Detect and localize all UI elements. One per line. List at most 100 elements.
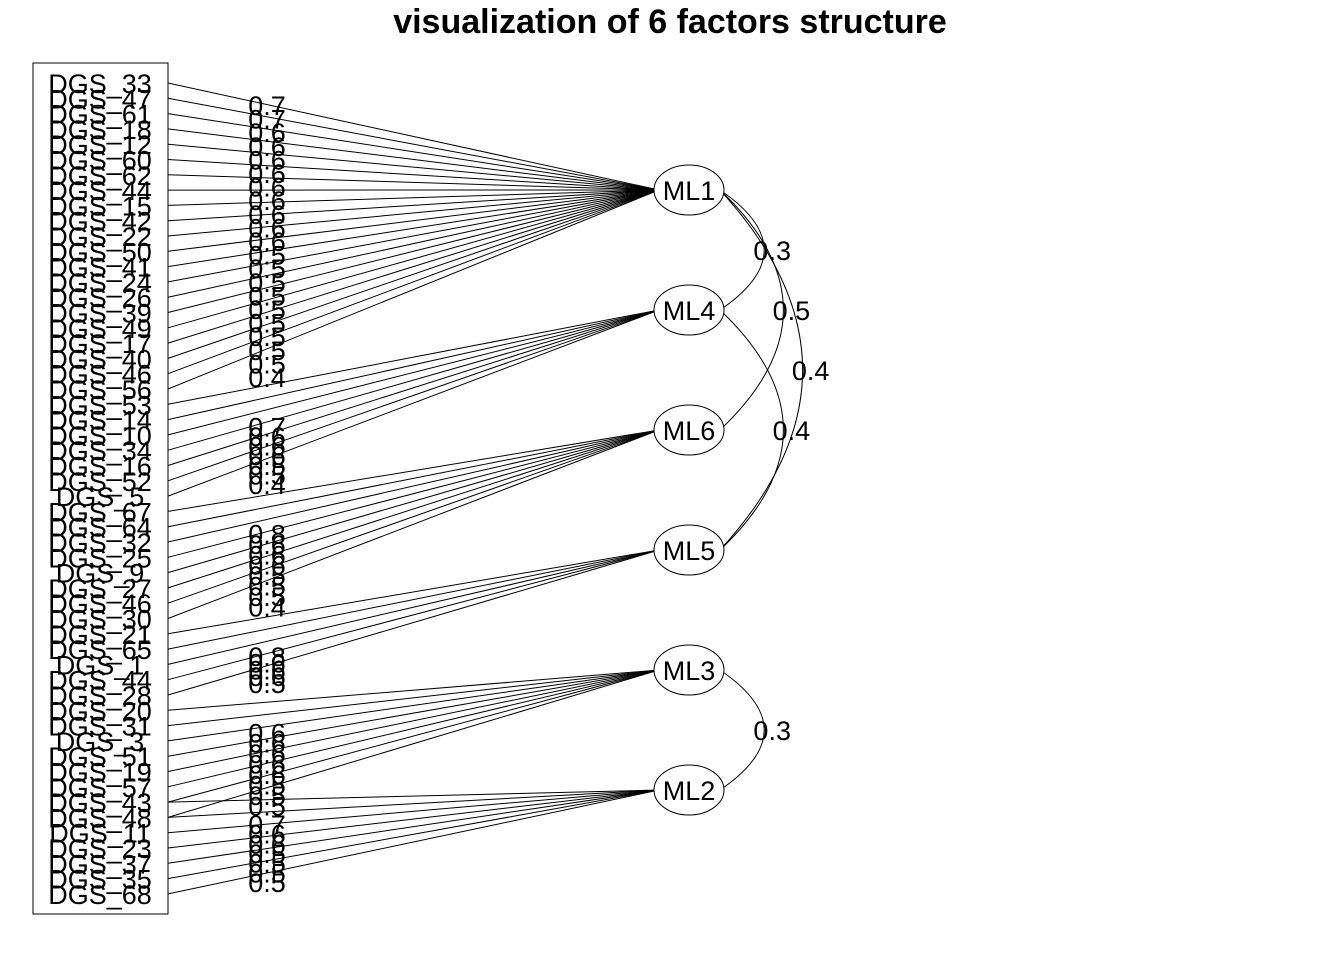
loading-edge	[167, 789, 660, 803]
variable-label: DGS_39	[48, 299, 152, 329]
variable-box	[32, 62, 169, 915]
loading-edge	[167, 309, 660, 451]
loading-edge	[167, 429, 660, 558]
factor-ellipse	[653, 164, 725, 216]
loading-label: 0.6	[248, 132, 286, 162]
loading-edge	[167, 97, 660, 191]
correlation-arc	[719, 189, 765, 311]
loading-edge	[167, 789, 660, 864]
loading-label: 0.6	[248, 227, 286, 257]
loading-edge	[167, 189, 660, 252]
loading-edge	[167, 189, 660, 329]
variable-label: DGS_64	[48, 513, 152, 543]
variable-label: DGS_62	[48, 161, 152, 191]
loading-edge	[167, 189, 660, 283]
loading-edge	[167, 159, 660, 191]
loading-label: 0.5	[248, 349, 286, 379]
loading-edge	[167, 429, 660, 512]
variable-label: DGS_33	[48, 69, 152, 99]
loading-edge	[167, 309, 660, 482]
variable-label: DGS_5	[56, 482, 145, 512]
loading-label: 0.4	[248, 593, 286, 623]
factor-ellipse	[653, 284, 725, 336]
loading-label: 0.6	[248, 213, 286, 243]
variable-label: DGS_34	[48, 436, 152, 466]
correlation-arc	[719, 669, 765, 791]
loading-label: 0.5	[248, 839, 286, 869]
loading-label: 0.5	[248, 771, 286, 801]
factor-ellipse	[653, 404, 725, 456]
loading-edge	[167, 669, 660, 788]
variable-label: DGS_48	[48, 803, 152, 833]
variable-label: DGS_21	[48, 620, 152, 650]
factor-nodes: ML1 ML4 ML6 ML5 ML3 ML2	[653, 164, 725, 816]
loading-label: 0.5	[248, 572, 286, 602]
loading-label: 0.5	[248, 669, 286, 699]
correlation-arc	[719, 189, 784, 431]
loading-label: 0.6	[248, 551, 286, 581]
loading-label: 0.6	[248, 655, 286, 685]
factor-label: ML5	[663, 536, 716, 566]
loading-label: 0.7	[248, 105, 286, 135]
loading-label: 0.6	[248, 530, 286, 560]
variable-label: DGS_61	[48, 100, 152, 130]
variable-label: DGS_17	[48, 329, 152, 359]
loading-label: 0.5	[248, 268, 286, 298]
variable-label: DGS_20	[48, 696, 152, 726]
loading-label: 0.5	[248, 791, 286, 821]
loading-label: 0.6	[248, 186, 286, 216]
loading-labels: 0.70.70.60.60.60.60.60.60.60.60.60.50.50…	[248, 91, 286, 898]
variable-label: DGS_26	[48, 283, 152, 313]
variable-label: DGS_22	[48, 222, 152, 252]
factor-label: ML2	[663, 776, 716, 806]
loading-edge	[167, 549, 660, 650]
loading-label: 0.5	[248, 281, 286, 311]
correlation-labels: 0.3 0.5 0.4 0.4 0.3	[753, 236, 829, 746]
loading-edge	[167, 309, 660, 405]
variable-label: DGS_65	[48, 635, 152, 665]
loading-edge	[167, 789, 660, 880]
loading-edge	[167, 789, 660, 818]
loading-label: 0.5	[248, 451, 286, 481]
loading-label: 0.6	[248, 729, 286, 759]
variable-label: DGS_35	[48, 865, 152, 895]
loading-label: 0.6	[248, 760, 286, 790]
loading-edge	[167, 669, 660, 818]
loading-label: 0.5	[248, 241, 286, 271]
variable-label: DGS_57	[48, 773, 152, 803]
loading-edge	[167, 128, 660, 191]
loading-label: 0.6	[248, 432, 286, 462]
loading-label: 0.5	[248, 849, 286, 879]
loading-edge	[167, 189, 660, 313]
loading-label: 0.6	[248, 649, 286, 679]
loading-edges	[167, 82, 660, 895]
variable-label: DGS_47	[48, 84, 152, 114]
variable-label: DGS_52	[48, 467, 152, 497]
loading-label: 0.5	[248, 295, 286, 325]
correlation-label: 0.5	[773, 296, 811, 326]
loading-label: 0.5	[248, 858, 286, 888]
diagram-title: visualization of 6 factors structure	[393, 3, 947, 41]
loading-edge	[167, 789, 660, 895]
loading-edge	[167, 189, 660, 222]
loading-edge	[167, 429, 660, 574]
loading-edge	[167, 549, 660, 635]
loading-edge	[167, 189, 660, 206]
loading-label: 0.6	[248, 159, 286, 189]
loading-label: 0.6	[248, 540, 286, 570]
variable-label: DGS_25	[48, 543, 152, 573]
variable-label: DGS_9	[56, 559, 145, 589]
variable-label: DGS_50	[48, 237, 152, 267]
variable-label: DGS_32	[48, 528, 152, 558]
variable-label: DGS_10	[48, 421, 152, 451]
loading-edge	[167, 143, 660, 191]
loading-label: 0.6	[248, 829, 286, 859]
variable-label: DGS_46	[48, 360, 152, 390]
correlation-arcs	[719, 189, 804, 791]
correlation-label: 0.3	[753, 716, 791, 746]
loading-label: 0.6	[248, 750, 286, 780]
loading-edge	[167, 189, 660, 359]
loading-edge	[167, 429, 660, 543]
loading-label: 0.5	[248, 309, 286, 339]
